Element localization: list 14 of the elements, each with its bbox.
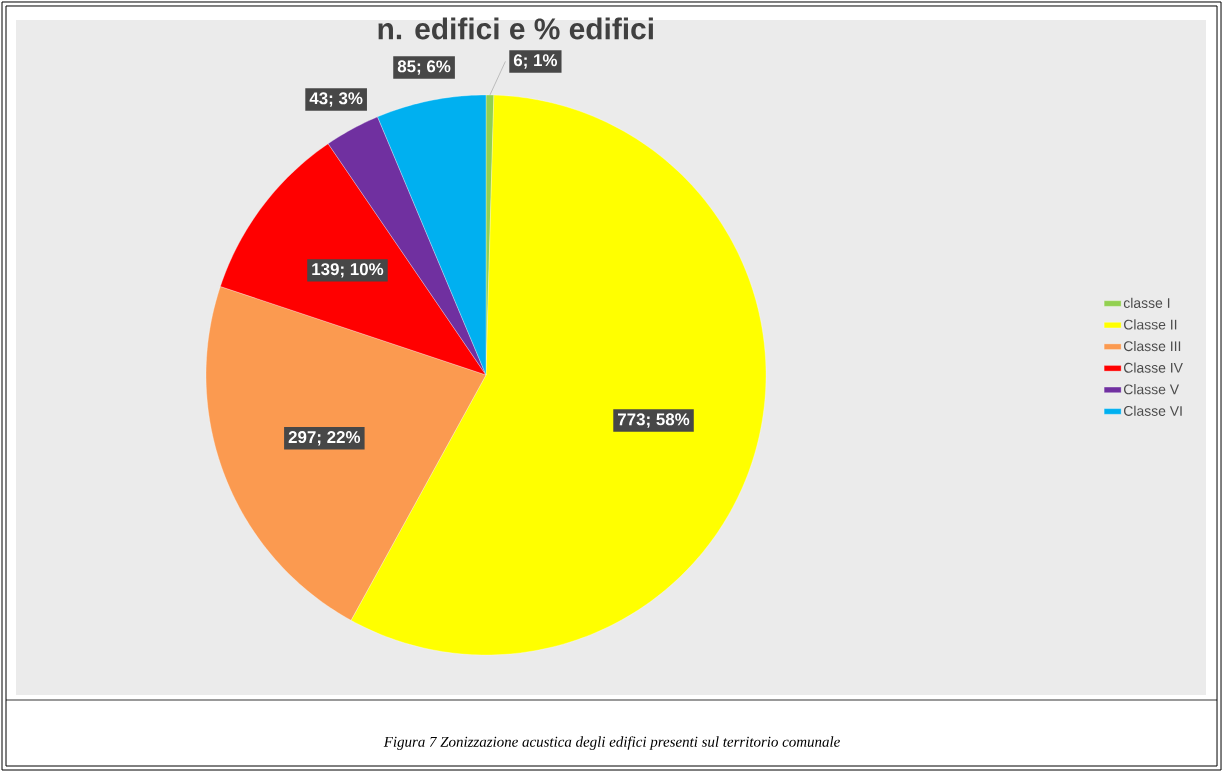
data-label: 297; 22% bbox=[288, 431, 361, 446]
text: Figura 7 Zonizzazione acustica degli edifici presenti sul territorio comunale bbox=[383, 736, 840, 750]
data-label: 43; 3% bbox=[309, 92, 363, 107]
legend-label: Classe V bbox=[1123, 384, 1180, 395]
data-label: 139; 10% bbox=[312, 263, 384, 278]
chart-title: n. edifici e % edifici bbox=[378, 17, 653, 40]
legend-label: Classe III bbox=[1123, 340, 1181, 352]
legend-label: Classe II bbox=[1123, 319, 1177, 330]
data-label: 773; 58% bbox=[618, 413, 690, 428]
legend-label: classe I bbox=[1123, 297, 1170, 308]
legend-label: Classe IV bbox=[1123, 362, 1183, 373]
data-label: 6; 1% bbox=[513, 54, 558, 69]
data-label: 85; 6% bbox=[397, 60, 451, 75]
legend-label: Classe VI bbox=[1123, 405, 1182, 416]
